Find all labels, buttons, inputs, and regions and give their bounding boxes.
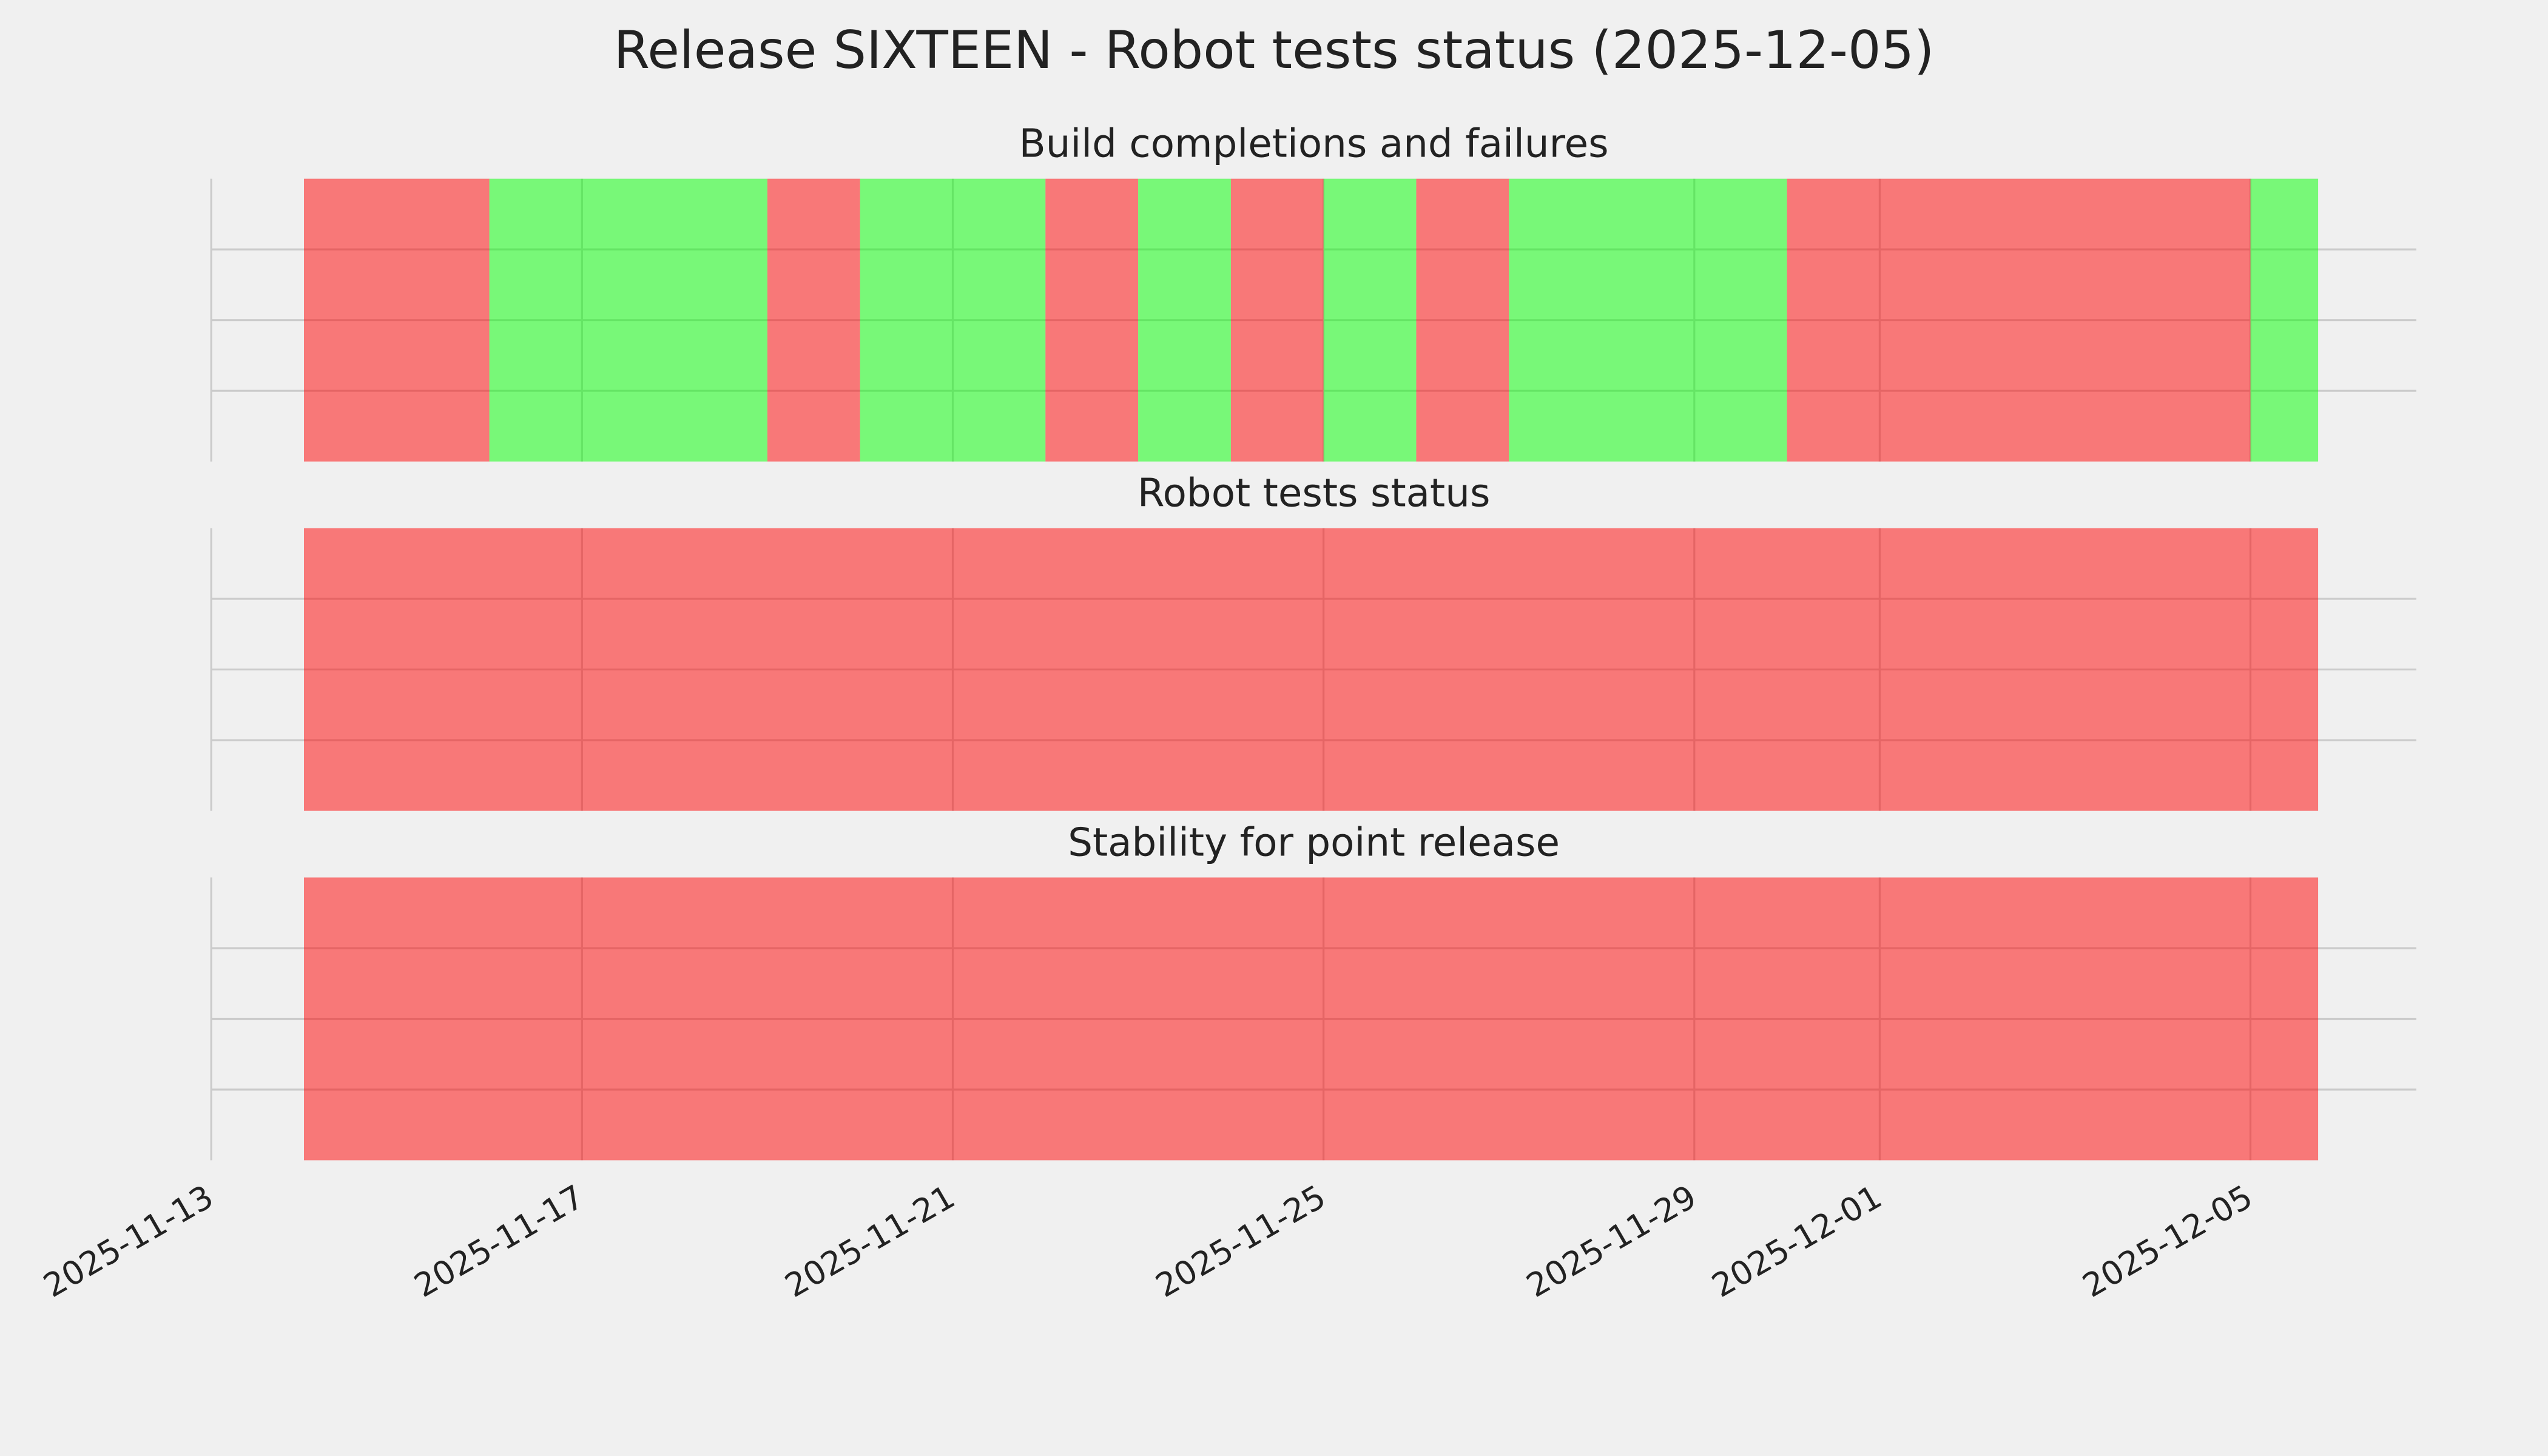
status-span: [1787, 178, 2251, 462]
status-span: [489, 178, 767, 462]
subplot-title: Stability for point release: [1068, 820, 1560, 865]
status-span: [1509, 178, 1787, 462]
status-span: [1416, 178, 1509, 462]
status-span: [767, 178, 860, 462]
status-span: [1138, 178, 1231, 462]
subplot-title: Build completions and failures: [1019, 121, 1609, 167]
status-span: [860, 178, 1046, 462]
status-span: [304, 178, 490, 462]
status-span: [304, 528, 2319, 811]
figure-title: Release SIXTEEN - Robot tests status (20…: [614, 20, 1935, 81]
status-span: [1230, 178, 1324, 462]
status-span: [1323, 178, 1417, 462]
status-span: [1045, 178, 1139, 462]
status-span: [2250, 178, 2319, 462]
status-span: [304, 877, 2319, 1161]
subplot-title: Robot tests status: [1138, 471, 1491, 516]
